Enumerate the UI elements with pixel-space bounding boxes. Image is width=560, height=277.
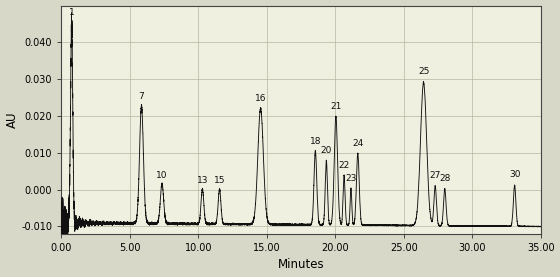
Text: 23: 23 xyxy=(346,174,357,183)
Text: 15: 15 xyxy=(214,176,225,185)
Text: 30: 30 xyxy=(509,170,520,179)
Text: 13: 13 xyxy=(197,176,208,185)
Text: 25: 25 xyxy=(418,66,430,76)
Text: 27: 27 xyxy=(430,171,441,180)
Text: 7: 7 xyxy=(138,92,144,101)
Text: 22: 22 xyxy=(338,161,350,170)
Text: 16: 16 xyxy=(255,94,267,103)
Text: 20: 20 xyxy=(321,147,332,155)
Text: 10: 10 xyxy=(156,171,168,180)
X-axis label: Minutes: Minutes xyxy=(278,258,324,271)
Text: 28: 28 xyxy=(439,174,450,183)
Text: 1: 1 xyxy=(69,7,74,17)
Text: 21: 21 xyxy=(330,102,342,111)
Text: 18: 18 xyxy=(310,137,321,146)
Text: 24: 24 xyxy=(352,139,363,148)
Y-axis label: AU: AU xyxy=(6,111,18,128)
